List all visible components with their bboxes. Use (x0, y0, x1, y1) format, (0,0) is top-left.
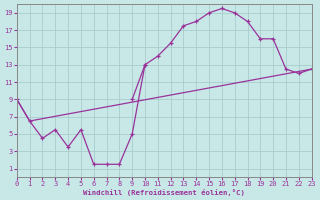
X-axis label: Windchill (Refroidissement éolien,°C): Windchill (Refroidissement éolien,°C) (83, 189, 245, 196)
